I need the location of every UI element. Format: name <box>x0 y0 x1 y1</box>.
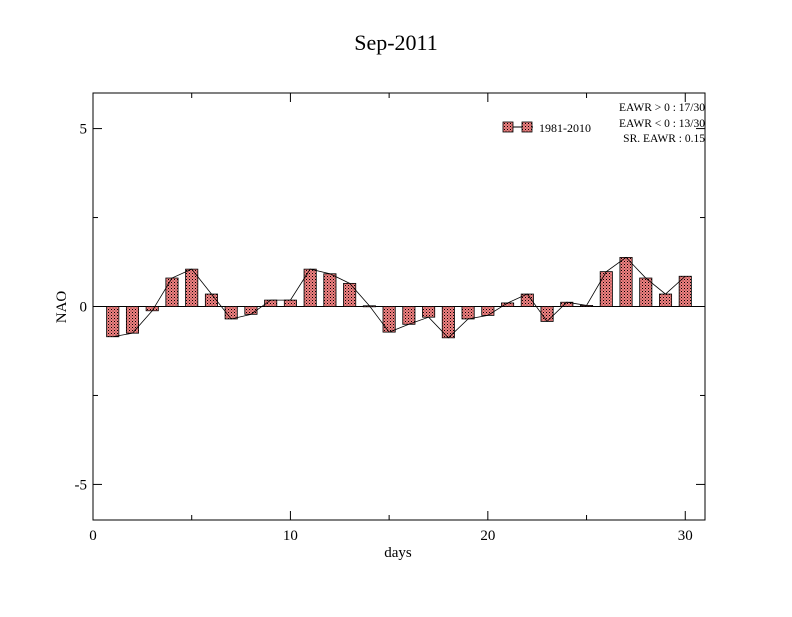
bar <box>204 293 218 307</box>
bar <box>639 277 653 307</box>
bar <box>323 273 337 307</box>
bar <box>125 306 140 334</box>
x-tick-label: 30 <box>678 528 693 544</box>
legend-label: 1981-2010 <box>539 121 591 135</box>
stat-annotation: EAWR > 0 : 17/30 <box>619 102 705 114</box>
bar <box>619 256 633 307</box>
stat-annotation: EAWR < 0 : 13/30 <box>619 118 705 130</box>
y-tick-label: -5 <box>75 477 88 493</box>
bar <box>461 306 475 320</box>
bar <box>283 299 297 307</box>
plot-area: 0 10 20 30 -5 0 5 <box>75 92 706 544</box>
legend: 1981-2010 <box>502 121 591 135</box>
series-line <box>112 256 686 339</box>
chart-title: Sep-2011 <box>354 30 438 55</box>
bar <box>481 306 495 316</box>
bar <box>402 306 416 325</box>
y-tick-label: 5 <box>80 122 88 138</box>
bar <box>382 306 396 333</box>
bar <box>658 293 673 307</box>
stat-annotation: SR. EAWR : 0.15 <box>623 133 705 145</box>
bar <box>599 271 613 307</box>
y-axis-label: NAO <box>54 291 70 324</box>
bar <box>540 306 554 322</box>
x-axis-label: days <box>384 545 412 561</box>
legend-swatch <box>502 121 514 133</box>
bar <box>244 306 258 315</box>
bar <box>165 277 179 307</box>
x-tick-label: 0 <box>89 528 97 544</box>
y-tick-label: 0 <box>80 300 88 316</box>
legend-swatch <box>521 121 533 133</box>
x-tick-label: 10 <box>283 528 298 544</box>
bar <box>224 306 238 320</box>
bar <box>106 306 120 338</box>
bar <box>303 268 317 307</box>
bar <box>343 282 357 307</box>
x-tick-label: 20 <box>480 528 495 544</box>
bar <box>678 275 692 307</box>
stats-annotations: EAWR > 0 : 17/30 EAWR < 0 : 13/30 SR. EAWR… <box>619 102 705 145</box>
bar <box>422 306 436 318</box>
